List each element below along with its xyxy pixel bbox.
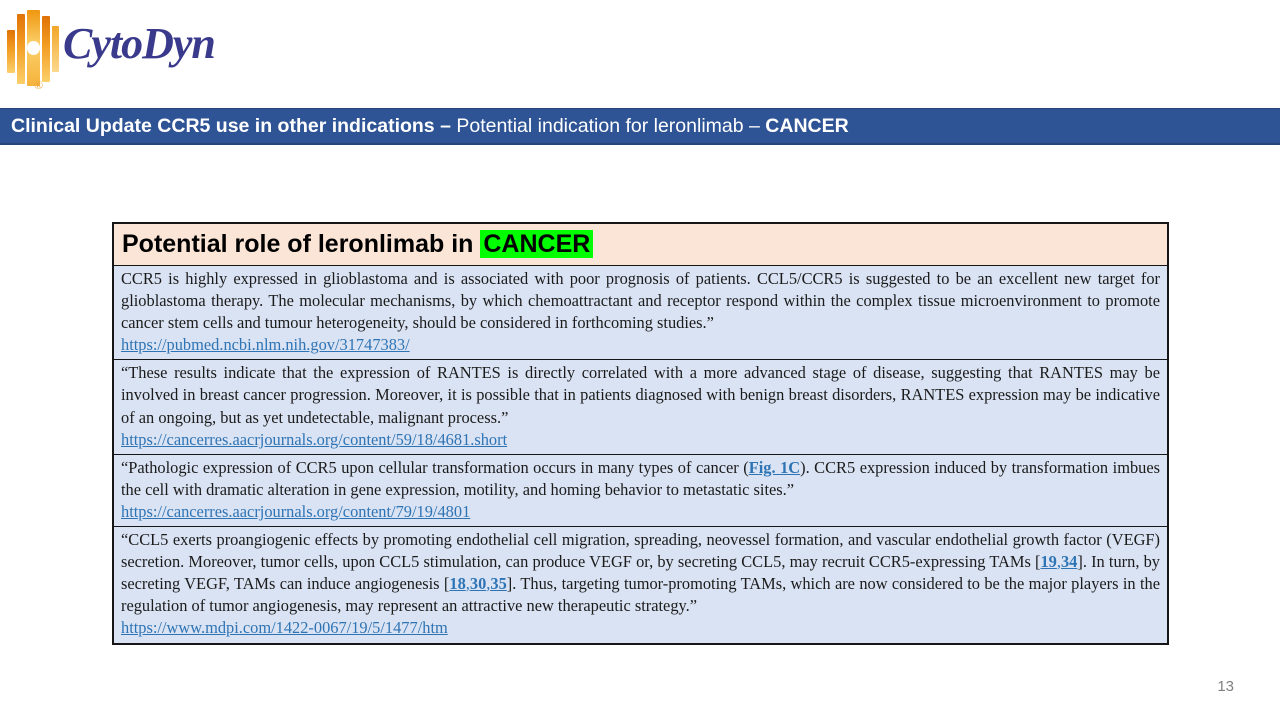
reference-separator: , (486, 574, 491, 594)
content-table: Potential role of leronlimab in CANCER C… (112, 222, 1169, 645)
cytodyn-logo: CytoDyn ® (6, 8, 306, 98)
highlighted-cancer-text: CANCER (480, 230, 594, 258)
quote-text: CCR5 is highly expressed in glioblastoma… (121, 269, 1160, 333)
inline-reference-link[interactable]: 19 (1040, 552, 1057, 572)
source-link[interactable]: https://cancerres.aacrjournals.org/conte… (121, 501, 471, 521)
reference-separator: , (1056, 552, 1061, 572)
quote-text: “CCL5 exerts proangiogenic effects by pr… (121, 530, 1160, 616)
inline-reference-link[interactable]: 35 (490, 574, 507, 594)
source-link[interactable]: https://www.mdpi.com/1422-0067/19/5/1477… (121, 618, 448, 638)
table-row: “CCL5 exerts proangiogenic effects by pr… (114, 526, 1167, 643)
source-link[interactable]: https://cancerres.aacrjournals.org/conte… (121, 429, 508, 449)
table-title-text: Potential role of leronlimab in (122, 230, 481, 258)
source-link[interactable]: https://pubmed.ncbi.nlm.nih.gov/31747383… (121, 335, 410, 355)
table-row: CCR5 is highly expressed in glioblastoma… (114, 265, 1167, 360)
registered-trademark-symbol: ® (34, 78, 44, 92)
table-title: Potential role of leronlimab in CANCER (114, 224, 1167, 265)
inline-reference-link[interactable]: 18 (449, 574, 466, 594)
table-row: “These results indicate that the express… (114, 359, 1167, 454)
cytodyn-logo-text: CytoDyn (63, 19, 216, 68)
inline-reference-link[interactable]: 34 (1060, 552, 1078, 572)
slide-title-bold-prefix: Clinical Update CCR5 use in other indica… (11, 115, 457, 137)
table-row: “Pathologic expression of CCR5 upon cell… (114, 453, 1167, 527)
page-number: 13 (1217, 678, 1234, 695)
quote-text: “Pathologic expression of CCR5 upon cell… (121, 457, 1160, 499)
logo-bar (7, 30, 15, 73)
slide-title-regular: Potential indication for leronlimab – (456, 115, 766, 137)
logo-bar (17, 14, 25, 84)
inline-reference-link[interactable]: Fig. 1C (748, 457, 801, 477)
logo-bar (52, 26, 59, 72)
reference-separator: , (465, 574, 470, 594)
slide-title-bold-suffix: CANCER (765, 115, 849, 137)
slide-title-bar: Clinical Update CCR5 use in other indica… (0, 108, 1280, 145)
logo-circle (27, 41, 40, 55)
logo-bar (42, 16, 50, 82)
table-rows: CCR5 is highly expressed in glioblastoma… (114, 265, 1167, 643)
cytodyn-logo-icon (6, 10, 59, 86)
inline-reference-link[interactable]: 30 (469, 574, 487, 594)
quote-text: “These results indicate that the express… (121, 363, 1160, 427)
